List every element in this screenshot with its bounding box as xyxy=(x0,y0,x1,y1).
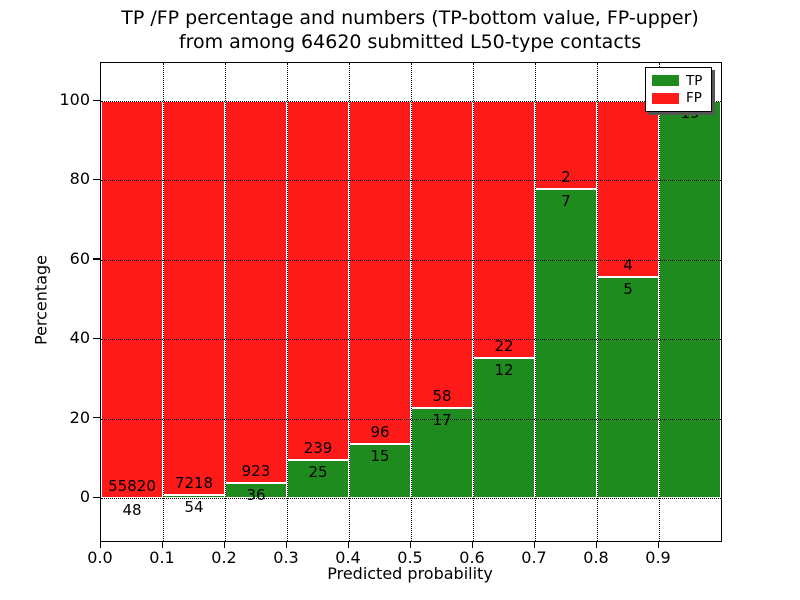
y-tick-mark xyxy=(93,99,100,101)
bar-fp-segment xyxy=(473,101,535,358)
bar-fp-segment xyxy=(163,101,225,496)
gridline-horizontal xyxy=(101,339,721,341)
fp-color-swatch xyxy=(652,92,679,104)
chart-title-line1: TP /FP percentage and numbers (TP-bottom… xyxy=(121,7,699,29)
annotation-tp-count: 7 xyxy=(561,192,571,211)
x-tick-mark xyxy=(285,541,287,548)
x-tick-label: 0.7 xyxy=(521,548,547,567)
gridline-vertical xyxy=(163,63,164,541)
legend-entry-tp: TP xyxy=(652,74,705,88)
annotation-tp-count: 12 xyxy=(494,360,514,379)
gridline-horizontal xyxy=(101,418,721,420)
gridline-horizontal xyxy=(101,259,721,261)
annotation-tp-count: 36 xyxy=(246,486,266,505)
bar-tp-segment xyxy=(287,460,349,498)
y-tick-mark xyxy=(93,337,100,339)
annotation-tp-count: 15 xyxy=(370,447,390,466)
legend-entry-fp: FP xyxy=(652,91,705,105)
bar-tp-segment xyxy=(597,277,659,498)
bar-tp-segment xyxy=(411,408,473,498)
x-tick-label: 0.5 xyxy=(397,548,423,567)
legend-label-fp: FP xyxy=(686,90,702,107)
x-tick-label: 0.3 xyxy=(273,548,299,567)
x-tick-label: 0.4 xyxy=(335,548,361,567)
y-tick-label: 100 xyxy=(59,90,90,109)
gridline-vertical xyxy=(597,63,598,541)
annotation-fp-count: 55820 xyxy=(108,476,156,495)
x-tick-mark xyxy=(161,541,163,548)
bar-tp-segment xyxy=(473,357,535,498)
x-tick-mark xyxy=(657,541,659,548)
annotation-fp-count: 58 xyxy=(432,387,452,405)
annotation-fp-count: 2 xyxy=(561,168,571,187)
bar-tp-segment xyxy=(535,189,597,498)
gridline-vertical xyxy=(473,63,474,541)
bar-fp-segment xyxy=(101,101,163,498)
gridline-vertical xyxy=(225,63,226,541)
gridline-vertical xyxy=(535,63,536,541)
annotation-tp-count: 17 xyxy=(432,411,452,429)
y-tick-mark xyxy=(93,417,100,419)
x-tick-mark xyxy=(347,541,349,548)
x-tick-label: 0.2 xyxy=(211,548,237,567)
legend: TP FP xyxy=(645,67,712,112)
gridline-vertical xyxy=(287,63,288,541)
annotation-fp-count: 7218 xyxy=(174,474,214,493)
bar-fp-segment xyxy=(597,101,659,278)
annotation-fp-count: 923 xyxy=(241,462,271,481)
y-tick-label: 20 xyxy=(69,407,90,427)
y-tick-mark xyxy=(93,258,100,260)
x-tick-mark xyxy=(471,541,473,548)
y-tick-label: 40 xyxy=(69,328,90,348)
annotation-fp-count: 239 xyxy=(303,439,333,458)
y-tick-mark xyxy=(93,178,100,181)
y-tick-mark xyxy=(93,496,100,498)
gridline-horizontal xyxy=(101,498,721,499)
plot-area: 55820 48 7218 54 923 36 239 25 96 15 58 17 22 12 2 7 4 5 1… xyxy=(100,62,722,542)
x-tick-mark xyxy=(595,541,597,548)
bar-fp-segment xyxy=(535,101,597,190)
x-tick-label: 0.8 xyxy=(583,548,609,567)
annotation-tp-count: 25 xyxy=(308,463,328,482)
x-tick-mark xyxy=(223,541,225,548)
bar-fp-segment xyxy=(349,101,411,445)
x-axis-label: Predicted probability xyxy=(327,564,493,583)
chart-title-line2: from among 64620 submitted L50-type cont… xyxy=(178,31,642,53)
gridline-vertical xyxy=(411,63,412,541)
gridline-vertical xyxy=(349,63,350,541)
bar-fp-segment xyxy=(225,101,287,484)
y-tick-label: 80 xyxy=(69,169,90,189)
gridline-horizontal xyxy=(101,101,721,102)
annotation-fp-count: 96 xyxy=(370,423,390,442)
x-tick-label: 0.6 xyxy=(459,548,485,567)
y-tick-label: 60 xyxy=(69,248,90,268)
x-tick-mark xyxy=(533,541,535,548)
x-tick-label: 0.0 xyxy=(87,548,113,567)
annotation-tp-count: 48 xyxy=(122,500,142,519)
x-tick-mark xyxy=(99,541,101,548)
y-tick-label: 0 xyxy=(79,487,90,506)
x-tick-label: 0.1 xyxy=(149,548,175,567)
annotation-tp-count: 54 xyxy=(184,498,204,517)
gridline-vertical xyxy=(659,63,660,541)
bar-fp-segment xyxy=(287,101,349,461)
annotation-tp-count: 5 xyxy=(623,280,633,299)
x-tick-mark xyxy=(409,541,411,548)
bar-tp-segment xyxy=(659,101,721,498)
x-tick-label: 0.9 xyxy=(645,548,671,567)
tp-color-swatch xyxy=(652,75,679,87)
annotation-fp-count: 22 xyxy=(494,336,514,355)
annotation-fp-count: 4 xyxy=(623,256,633,275)
gridline-horizontal xyxy=(101,180,721,182)
legend-label-tp: TP xyxy=(686,72,703,89)
